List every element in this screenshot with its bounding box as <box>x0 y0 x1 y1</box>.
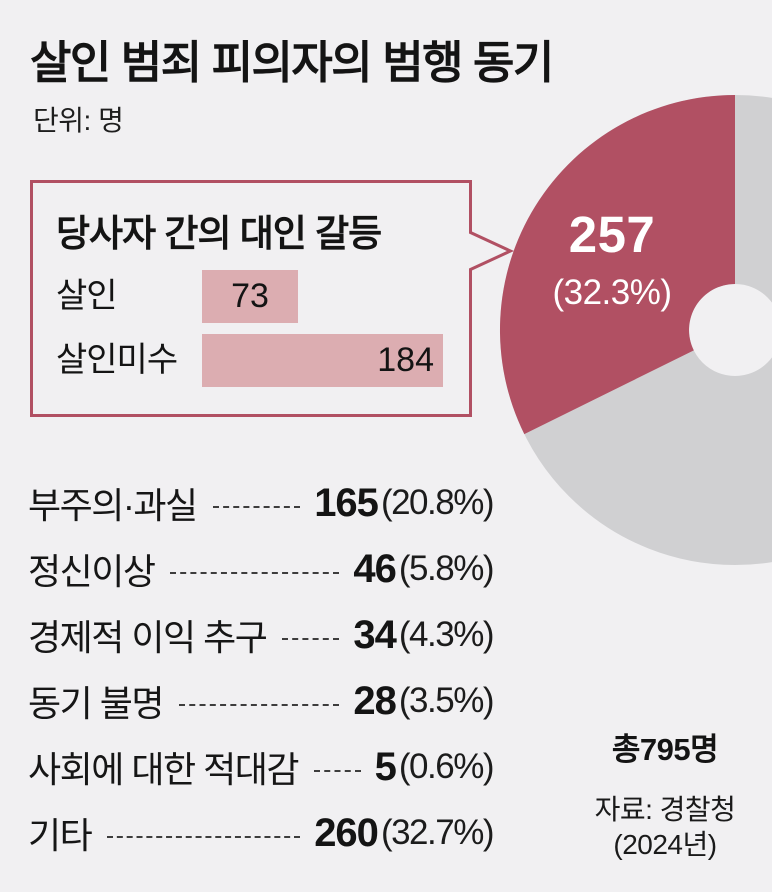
list-item-label: 동기 불명 <box>28 683 164 724</box>
list-item-percent: (0.6%) <box>398 747 495 786</box>
list-item-label: 기타 <box>28 815 93 856</box>
callout-border <box>30 180 515 417</box>
source-line-2: (2024년) <box>613 829 717 860</box>
callout-bar-value-murder: 73 <box>231 277 269 315</box>
dotted-leader <box>107 836 301 838</box>
list-item: 동기 불명 28 (3.5%) <box>28 678 495 725</box>
list-item-value: 28 <box>353 678 396 723</box>
list-item-percent: (3.5%) <box>398 681 495 720</box>
callout-bar-murder: 73 <box>202 270 298 323</box>
dotted-leader <box>313 770 361 772</box>
callout-bar-label-murder: 살인 <box>56 277 118 315</box>
list-item-label: 부주의·과실 <box>28 485 198 526</box>
list-item-label: 정신이상 <box>28 551 156 592</box>
callout-title: 당사자 간의 대인 갈등 <box>56 213 382 254</box>
list-item-percent: (5.8%) <box>398 549 495 588</box>
dotted-leader <box>212 506 301 508</box>
list-item-percent: (4.3%) <box>398 615 495 654</box>
unit-label: 단위: 명 <box>33 105 124 136</box>
total-label: 총795명 <box>611 732 719 767</box>
category-list: 부주의·과실 165 (20.8%) 정신이상 46 (5.8%) 경제적 이익… <box>28 480 495 877</box>
list-item: 정신이상 46 (5.8%) <box>28 546 495 593</box>
list-item: 경제적 이익 추구 34 (4.3%) <box>28 612 495 659</box>
list-item-percent: (20.8%) <box>380 483 495 522</box>
list-item-value: 165 <box>314 480 379 525</box>
callout-bar-attempted-murder: 184 <box>202 334 443 387</box>
list-item: 부주의·과실 165 (20.8%) <box>28 480 495 527</box>
dotted-leader <box>170 572 340 574</box>
callout-bar-value-attempted-murder: 184 <box>377 341 434 379</box>
list-item-value: 260 <box>314 810 379 855</box>
list-item-label: 사회에 대한 적대감 <box>28 749 299 790</box>
page-title: 살인 범죄 피의자의 범행 동기 <box>30 37 554 88</box>
callout-bar-label-attempted-murder: 살인미수 <box>56 341 178 379</box>
donut-highlight-slice <box>499 95 735 435</box>
list-item-value: 5 <box>374 744 397 789</box>
donut-slice-value: 257 <box>568 206 656 263</box>
source-line-1: 자료: 경찰청 <box>594 794 736 825</box>
list-item-percent: (32.7%) <box>380 813 495 852</box>
list-item-value: 34 <box>353 612 396 657</box>
list-item-value: 46 <box>353 546 396 591</box>
dotted-leader <box>282 638 340 640</box>
list-item: 사회에 대한 적대감 5 (0.6%) <box>28 744 495 791</box>
dotted-leader <box>178 704 340 706</box>
list-item-label: 경제적 이익 추구 <box>28 617 268 658</box>
list-item: 기타 260 (32.7%) <box>28 810 495 857</box>
donut-slice-percent: (32.3%) <box>552 273 672 312</box>
